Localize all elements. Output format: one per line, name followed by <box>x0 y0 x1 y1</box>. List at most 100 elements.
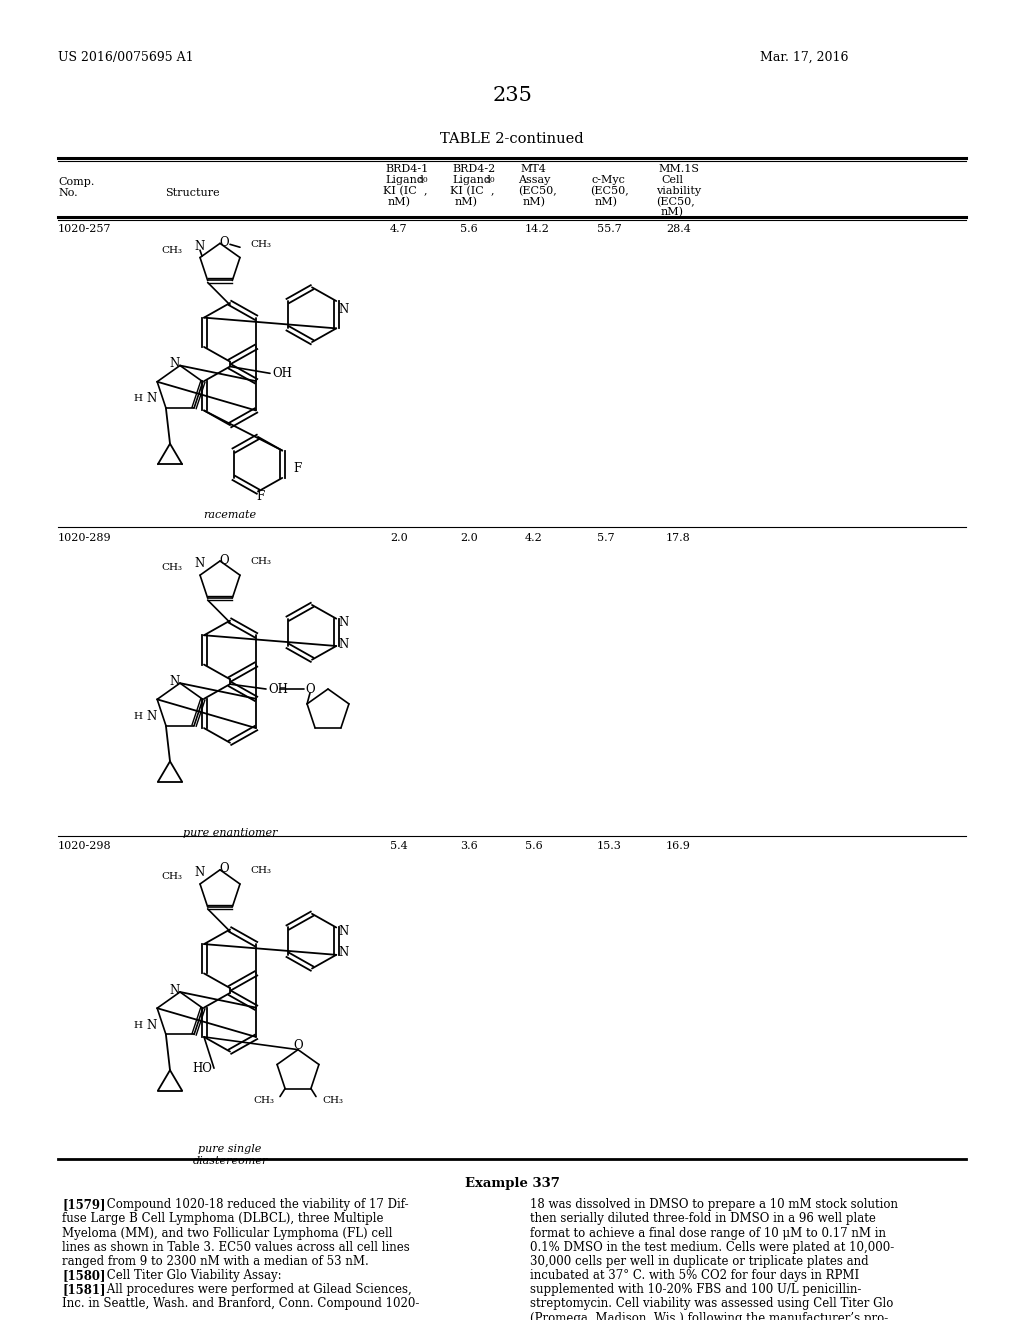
Text: 50: 50 <box>418 176 428 183</box>
Text: CH₃: CH₃ <box>161 873 182 882</box>
Text: (Promega, Madison, Wis.) following the manufacturer’s pro-: (Promega, Madison, Wis.) following the m… <box>530 1312 888 1320</box>
Text: [1579]: [1579] <box>62 1199 105 1212</box>
Text: KI (IC: KI (IC <box>450 186 483 195</box>
Text: 5.4: 5.4 <box>390 841 408 851</box>
Text: N: N <box>195 866 205 879</box>
Text: KI (IC: KI (IC <box>383 186 417 195</box>
Text: 30,000 cells per well in duplicate or triplicate plates and: 30,000 cells per well in duplicate or tr… <box>530 1255 868 1269</box>
Text: 4.7: 4.7 <box>390 224 408 234</box>
Text: fuse Large B Cell Lymphoma (DLBCL), three Multiple: fuse Large B Cell Lymphoma (DLBCL), thre… <box>62 1212 384 1225</box>
Text: O: O <box>219 236 228 249</box>
Text: 14.2: 14.2 <box>525 224 550 234</box>
Text: OH: OH <box>272 367 292 380</box>
Text: CH₃: CH₃ <box>250 240 271 249</box>
Text: CH₃: CH₃ <box>322 1096 343 1105</box>
Text: (EC50,: (EC50, <box>656 197 694 207</box>
Text: N: N <box>170 675 180 688</box>
Text: ,: , <box>424 186 427 195</box>
Text: 17.8: 17.8 <box>666 533 691 543</box>
Text: N: N <box>146 1019 157 1032</box>
Text: lines as shown in Table 3. EC50 values across all cell lines: lines as shown in Table 3. EC50 values a… <box>62 1241 410 1254</box>
Text: 55.7: 55.7 <box>597 224 622 234</box>
Text: 1020-298: 1020-298 <box>58 841 112 851</box>
Text: US 2016/0075695 A1: US 2016/0075695 A1 <box>58 51 194 63</box>
Text: CH₃: CH₃ <box>253 1096 274 1105</box>
Text: 5.6: 5.6 <box>460 224 478 234</box>
Text: incubated at 37° C. with 5% CO2 for four days in RPMI: incubated at 37° C. with 5% CO2 for four… <box>530 1269 859 1282</box>
Text: N: N <box>339 925 349 939</box>
Text: 3.6: 3.6 <box>460 841 478 851</box>
Text: 5.7: 5.7 <box>597 533 614 543</box>
Text: 0.1% DMSO in the test medium. Cells were plated at 10,000-: 0.1% DMSO in the test medium. Cells were… <box>530 1241 894 1254</box>
Text: H: H <box>133 395 142 403</box>
Text: N: N <box>170 358 180 370</box>
Text: HO: HO <box>193 1061 212 1074</box>
Text: O: O <box>293 1039 303 1052</box>
Text: Comp.: Comp. <box>58 177 94 187</box>
Text: N: N <box>339 946 349 960</box>
Text: pure single
diastereomer: pure single diastereomer <box>193 1144 267 1166</box>
Text: 5.6: 5.6 <box>525 841 543 851</box>
Text: BRD4-2: BRD4-2 <box>452 164 496 174</box>
Text: N: N <box>146 710 157 723</box>
Text: BRD4-1: BRD4-1 <box>385 164 428 174</box>
Text: nM): nM) <box>455 197 478 207</box>
Text: nM): nM) <box>523 197 546 207</box>
Text: supplemented with 10-20% FBS and 100 U/L penicillin-: supplemented with 10-20% FBS and 100 U/L… <box>530 1283 861 1296</box>
Text: ,: , <box>490 186 495 195</box>
Text: N: N <box>195 557 205 570</box>
Text: [1580]: [1580] <box>62 1269 105 1282</box>
Text: 50: 50 <box>485 176 495 183</box>
Text: CH₃: CH₃ <box>250 866 271 875</box>
Text: N: N <box>339 638 349 651</box>
Text: (EC50,: (EC50, <box>518 186 557 197</box>
Text: N: N <box>339 304 349 317</box>
Text: N: N <box>195 240 205 253</box>
Text: Assay: Assay <box>518 176 550 185</box>
Text: Structure: Structure <box>165 187 219 198</box>
Text: c-Myc: c-Myc <box>592 176 626 185</box>
Text: H: H <box>133 711 142 721</box>
Text: N: N <box>170 983 180 997</box>
Text: O: O <box>305 682 314 696</box>
Text: 1020-257: 1020-257 <box>58 224 112 234</box>
Text: format to achieve a final dose range of 10 μM to 0.17 nM in: format to achieve a final dose range of … <box>530 1226 886 1239</box>
Text: 16.9: 16.9 <box>666 841 691 851</box>
Text: 15.3: 15.3 <box>597 841 622 851</box>
Text: TABLE 2-continued: TABLE 2-continued <box>440 132 584 147</box>
Text: Compound 1020-18 reduced the viability of 17 Dif-: Compound 1020-18 reduced the viability o… <box>95 1199 409 1212</box>
Text: [1581]: [1581] <box>62 1283 105 1296</box>
Text: O: O <box>219 862 228 875</box>
Text: H: H <box>133 1020 142 1030</box>
Text: MT4: MT4 <box>520 164 546 174</box>
Text: 4.2: 4.2 <box>525 533 543 543</box>
Text: Ligand: Ligand <box>385 176 424 185</box>
Text: O: O <box>219 553 228 566</box>
Text: F: F <box>256 490 264 503</box>
Text: CH₃: CH₃ <box>161 246 182 255</box>
Text: nM): nM) <box>662 207 684 218</box>
Text: racemate: racemate <box>204 510 257 520</box>
Text: 2.0: 2.0 <box>460 533 478 543</box>
Text: N: N <box>339 616 349 630</box>
Text: OH: OH <box>268 682 288 696</box>
Text: CH₃: CH₃ <box>161 564 182 573</box>
Text: No.: No. <box>58 187 78 198</box>
Text: CH₃: CH₃ <box>250 557 271 566</box>
Text: viability: viability <box>656 186 701 195</box>
Text: Ligand: Ligand <box>452 176 490 185</box>
Text: ranged from 9 to 2300 nM with a median of 53 nM.: ranged from 9 to 2300 nM with a median o… <box>62 1255 369 1269</box>
Text: then serially diluted three-fold in DMSO in a 96 well plate: then serially diluted three-fold in DMSO… <box>530 1212 876 1225</box>
Text: nM): nM) <box>595 197 618 207</box>
Text: All procedures were performed at Gilead Sciences,: All procedures were performed at Gilead … <box>95 1283 412 1296</box>
Text: 2.0: 2.0 <box>390 533 408 543</box>
Text: F: F <box>293 462 301 475</box>
Text: Example 337: Example 337 <box>465 1176 559 1189</box>
Text: MM.1S: MM.1S <box>658 164 699 174</box>
Text: N: N <box>146 392 157 405</box>
Text: Mar. 17, 2016: Mar. 17, 2016 <box>760 51 849 63</box>
Text: Cell Titer Glo Viability Assay:: Cell Titer Glo Viability Assay: <box>95 1269 282 1282</box>
Text: nM): nM) <box>388 197 411 207</box>
Text: streptomycin. Cell viability was assessed using Cell Titer Glo: streptomycin. Cell viability was assesse… <box>530 1298 893 1311</box>
Text: 235: 235 <box>493 86 531 106</box>
